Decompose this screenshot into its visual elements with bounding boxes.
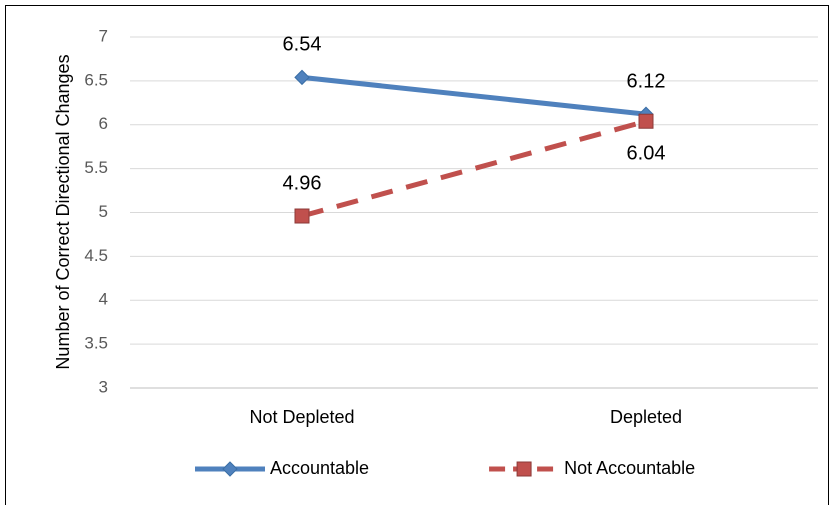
data-label: 6.12 [627, 71, 666, 93]
y-tick-label: 4.5 [84, 246, 108, 265]
y-tick-label: 5 [99, 202, 108, 221]
legend-label: Not Accountable [564, 458, 695, 478]
data-point [638, 113, 654, 129]
x-tick-label: Depleted [610, 407, 682, 427]
y-tick-label: 3.5 [84, 334, 108, 353]
data-point [294, 208, 310, 224]
chart-border [5, 5, 829, 505]
legend-label: Accountable [270, 458, 369, 478]
legend-marker [516, 461, 532, 477]
y-tick-label: 3 [99, 377, 108, 396]
y-tick-label: 5.5 [84, 158, 108, 177]
y-tick-label: 6 [99, 114, 108, 133]
x-tick-label: Not Depleted [249, 407, 354, 427]
y-tick-label: 7 [99, 26, 108, 45]
series-line [301, 118, 647, 219]
data-label: 4.96 [283, 172, 322, 194]
data-label: 6.04 [627, 143, 666, 165]
y-tick-label: 4 [99, 290, 108, 309]
series-line [301, 74, 647, 117]
y-axis-label: Number of Correct Directional Changes [53, 54, 73, 369]
data-point [294, 69, 310, 86]
y-tick-label: 6.5 [84, 70, 108, 89]
data-label: 6.54 [283, 34, 322, 56]
legend-marker [222, 461, 238, 477]
